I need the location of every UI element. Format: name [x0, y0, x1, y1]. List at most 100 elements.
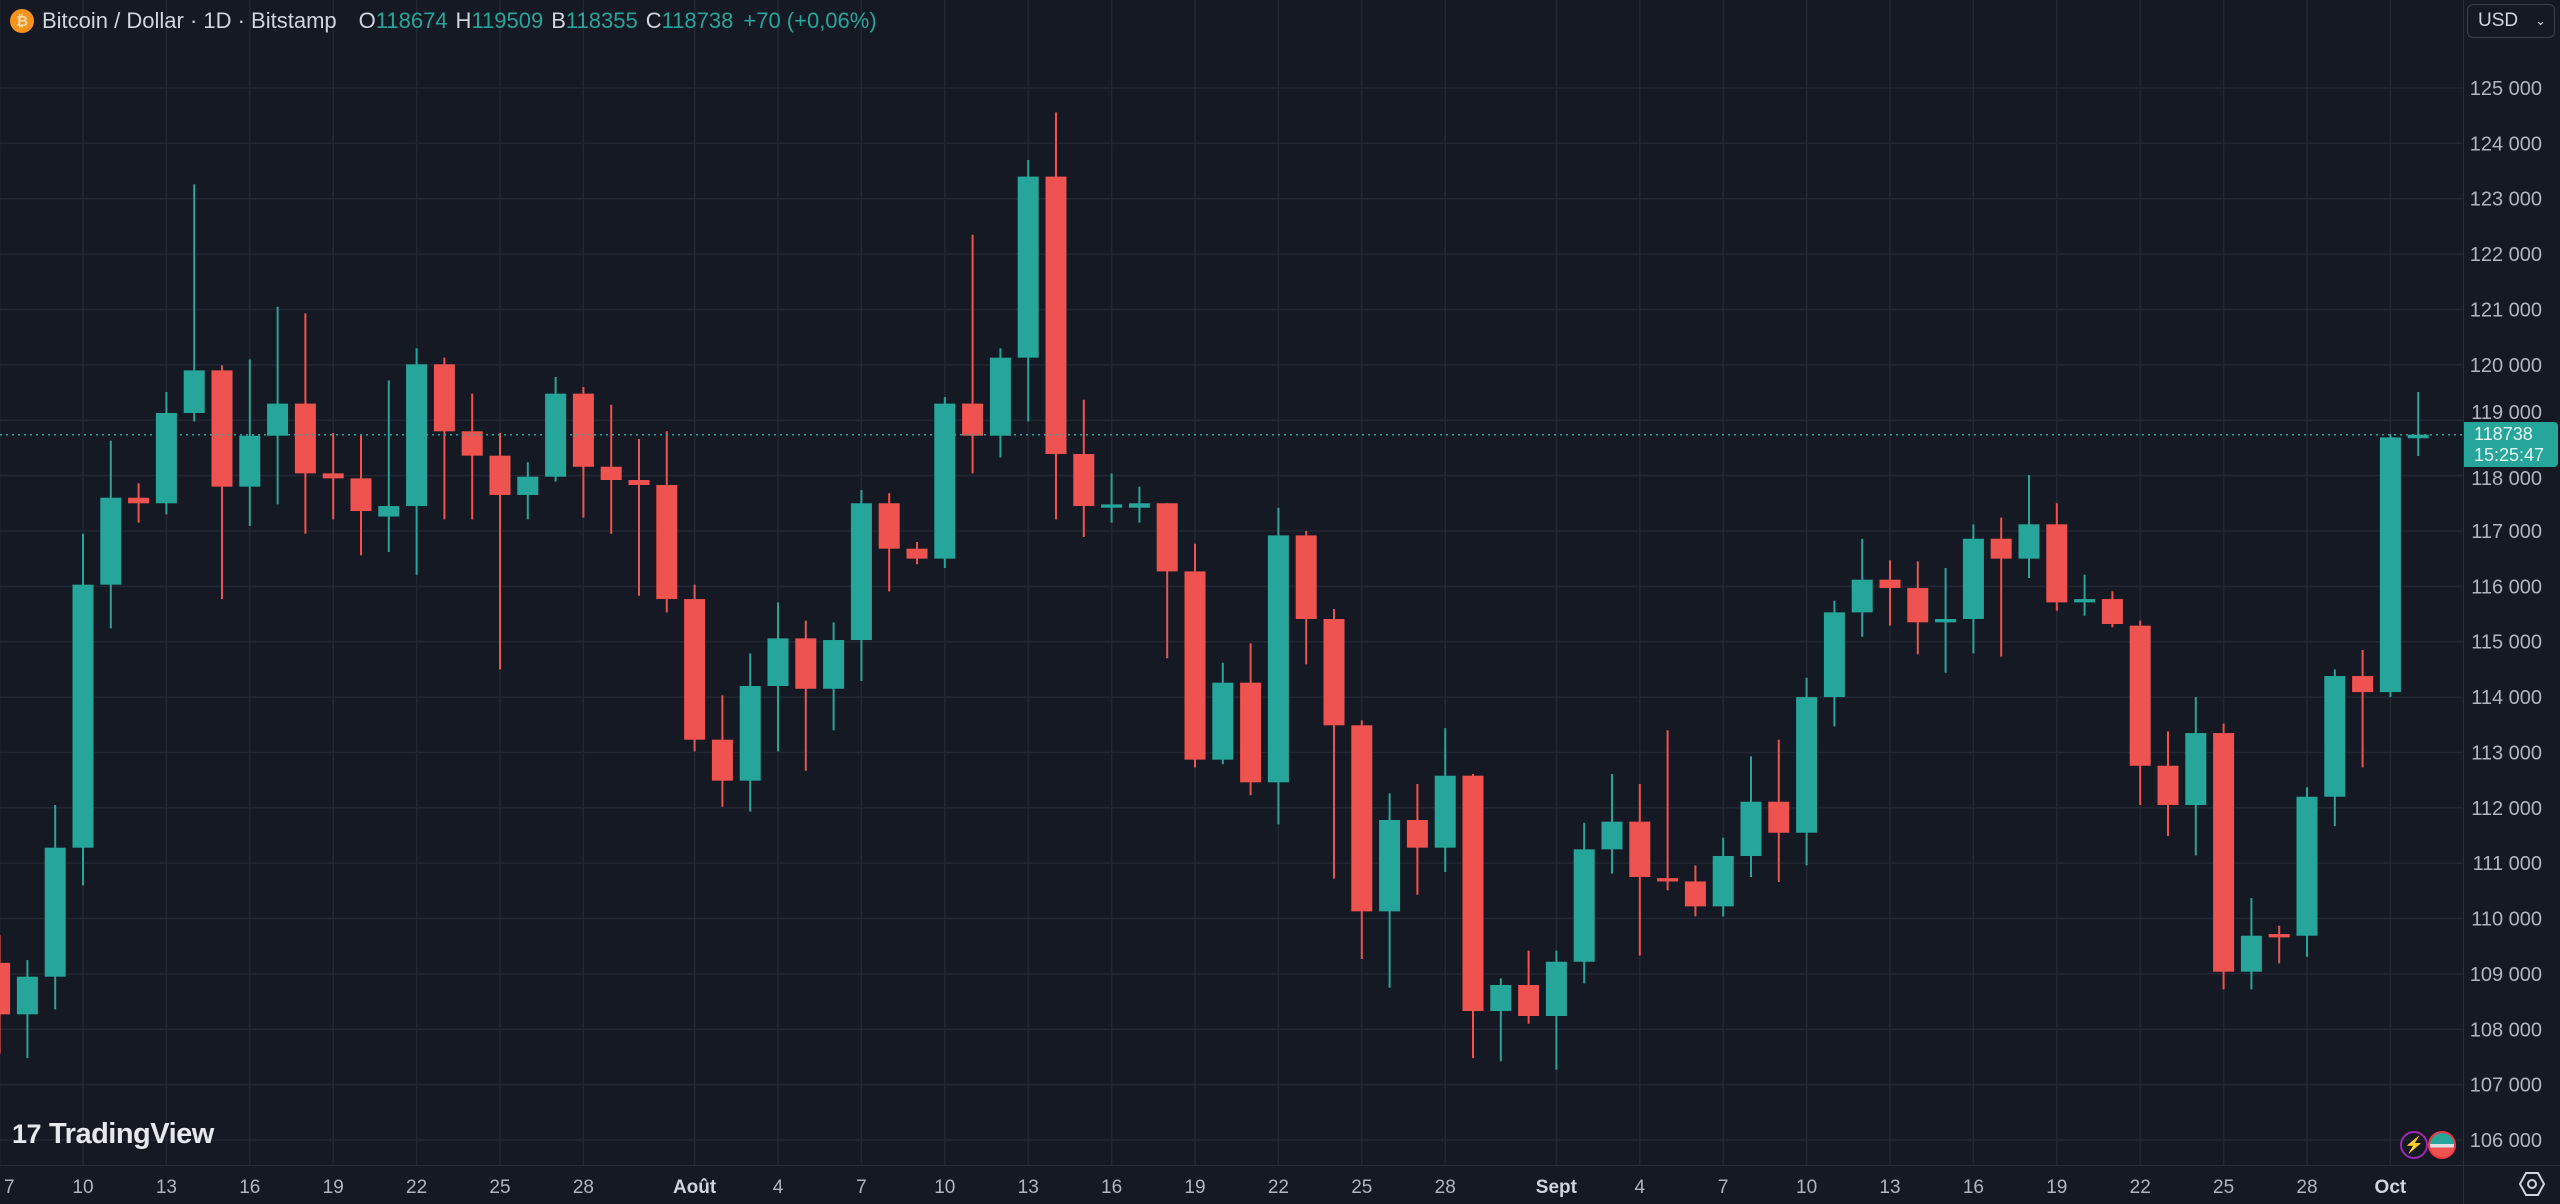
candle[interactable] — [850, 489, 872, 682]
tradingview-logo[interactable]: 17 TradingView — [12, 1118, 214, 1151]
candle[interactable] — [1545, 950, 1567, 1070]
candle[interactable] — [267, 306, 289, 505]
gear-icon[interactable] — [2518, 1170, 2546, 1198]
candle[interactable] — [1935, 568, 1957, 673]
candle[interactable] — [1017, 159, 1039, 422]
candle[interactable] — [2268, 925, 2290, 964]
candle[interactable] — [1267, 507, 1289, 825]
candle[interactable] — [2407, 392, 2429, 456]
candle[interactable] — [823, 622, 845, 731]
candle[interactable] — [2296, 787, 2318, 957]
us-flag-icon[interactable] — [2428, 1131, 2456, 1159]
lightning-icon[interactable]: ⚡ — [2400, 1131, 2428, 1159]
candle[interactable] — [1796, 677, 1818, 866]
candle[interactable] — [1573, 822, 1595, 984]
candle[interactable] — [2213, 723, 2235, 990]
candle[interactable] — [1406, 784, 1428, 895]
candle[interactable] — [294, 313, 316, 534]
candle-body — [155, 413, 177, 504]
candle[interactable] — [1323, 609, 1345, 879]
candle[interactable] — [183, 184, 205, 422]
candle[interactable] — [739, 653, 761, 812]
candle[interactable] — [572, 386, 594, 518]
currency-select[interactable]: USD ⌄ — [2467, 4, 2555, 38]
candle[interactable] — [1073, 399, 1095, 538]
candle[interactable] — [2129, 620, 2151, 806]
candle[interactable] — [1434, 728, 1456, 873]
candle[interactable] — [2185, 697, 2207, 856]
candle[interactable] — [406, 348, 428, 575]
candle[interactable] — [517, 462, 539, 520]
candle[interactable] — [1156, 503, 1178, 659]
candle[interactable] — [1712, 837, 1734, 917]
candle[interactable] — [350, 434, 372, 556]
candle[interactable] — [906, 542, 928, 565]
candle[interactable] — [711, 695, 733, 807]
candle[interactable] — [1684, 865, 1706, 917]
candle[interactable] — [1490, 978, 1512, 1062]
candle[interactable] — [1045, 112, 1067, 520]
candle[interactable] — [2379, 434, 2401, 698]
candle[interactable] — [2240, 898, 2262, 990]
candle[interactable] — [989, 348, 1011, 458]
candle[interactable] — [2074, 574, 2096, 616]
candle[interactable] — [1657, 730, 1679, 891]
time-axis[interactable]: 7 10 13 16 19 22 25 28 Août 4 7 10 13 16 19 22 25 28 Sept 4… — [4, 1177, 2407, 1198]
candle[interactable] — [2046, 503, 2068, 611]
candle[interactable] — [16, 960, 38, 1059]
candle[interactable] — [1351, 720, 1373, 959]
price-axis[interactable]: 106 000 107 000 108 000 109 000 110 000 111 0… — [2470, 78, 2542, 1152]
candle[interactable] — [1990, 517, 2012, 657]
candle[interactable] — [1184, 543, 1206, 768]
candle[interactable] — [2352, 650, 2374, 768]
candle-body — [406, 364, 428, 507]
symbol-title[interactable]: Bitcoin / Dollar · 1D · Bitstamp — [42, 8, 337, 33]
candle[interactable] — [1740, 756, 1762, 878]
candle[interactable] — [433, 357, 455, 520]
candle[interactable] — [1295, 530, 1317, 665]
candle[interactable] — [1240, 643, 1262, 796]
candle[interactable] — [1629, 784, 1651, 956]
candle[interactable] — [239, 359, 261, 526]
candle[interactable] — [128, 483, 150, 523]
candle[interactable] — [100, 440, 122, 629]
candle[interactable] — [656, 431, 678, 613]
candle[interactable] — [684, 584, 706, 752]
candle[interactable] — [322, 432, 344, 520]
candle[interactable] — [1128, 486, 1150, 523]
candle[interactable] — [1212, 662, 1234, 765]
candle[interactable] — [1823, 600, 1845, 727]
candle[interactable] — [489, 432, 511, 670]
candle[interactable] — [1768, 739, 1790, 883]
candle[interactable] — [767, 602, 789, 752]
candle[interactable] — [1379, 793, 1401, 988]
candle[interactable] — [155, 391, 177, 515]
candle[interactable] — [2157, 731, 2179, 837]
candle[interactable] — [545, 377, 567, 482]
candle[interactable] — [878, 493, 900, 592]
candle[interactable] — [1518, 950, 1540, 1024]
price-tick-label: 112 000 — [2471, 798, 2542, 820]
candle[interactable] — [795, 620, 817, 771]
candle[interactable] — [461, 393, 483, 520]
candle[interactable] — [0, 935, 11, 1054]
candle[interactable] — [1879, 560, 1901, 626]
candle[interactable] — [962, 234, 984, 474]
candle[interactable] — [44, 805, 66, 1010]
candle[interactable] — [1601, 774, 1623, 874]
candle[interactable] — [1962, 524, 1984, 654]
candle[interactable] — [211, 365, 233, 600]
candle[interactable] — [1101, 473, 1123, 523]
candle[interactable] — [1462, 774, 1484, 1059]
candle[interactable] — [2324, 669, 2346, 827]
candle[interactable] — [378, 380, 400, 553]
candle[interactable] — [1851, 538, 1873, 637]
candle[interactable] — [1907, 561, 1929, 655]
candle[interactable] — [628, 439, 650, 596]
candle[interactable] — [2101, 591, 2123, 628]
candle[interactable] — [2018, 475, 2040, 579]
candle[interactable] — [600, 404, 622, 534]
candle[interactable] — [934, 396, 956, 569]
candle[interactable] — [72, 533, 94, 886]
